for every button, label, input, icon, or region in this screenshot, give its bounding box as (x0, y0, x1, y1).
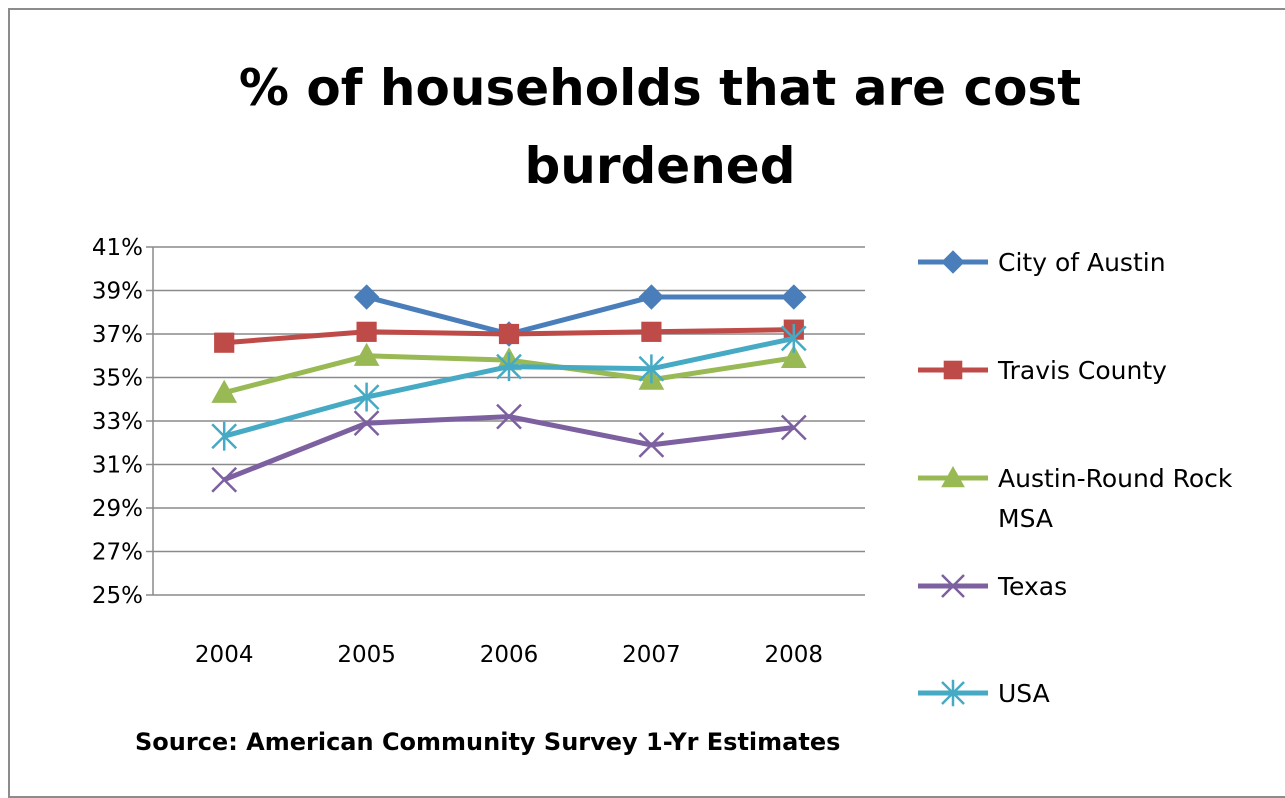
data-point (641, 321, 662, 342)
x-tick-label: 2007 (622, 642, 681, 668)
y-tick-label: 39% (92, 279, 143, 305)
legend-entry: USA (918, 679, 1050, 708)
x-tick-label: 2006 (480, 642, 539, 668)
y-tick-label: 41% (92, 235, 143, 261)
data-point (943, 360, 963, 380)
series-city-of-austin (353, 284, 807, 347)
series-line (365, 294, 794, 337)
legend-entry: Travis County (918, 356, 1167, 385)
data-point (780, 323, 807, 353)
y-tick-label: 35% (92, 366, 143, 392)
data-point (353, 284, 380, 310)
data-point (356, 321, 377, 342)
data-point (211, 379, 238, 403)
data-point (353, 342, 380, 366)
x-axis-tick-labels: 2004 2005 2006 2007 2008 (195, 642, 823, 668)
chart-svg: % of households that are cost burdened 2… (92, 59, 1233, 756)
data-point (353, 382, 380, 412)
data-point (498, 323, 520, 345)
y-tick-label: 37% (92, 322, 143, 348)
chart-title-line-1: % of households that are cost (239, 59, 1081, 117)
chart-title-line-2: burdened (524, 137, 795, 195)
series-line (223, 414, 795, 483)
y-tick-label: 27% (92, 540, 143, 566)
data-point (941, 250, 965, 274)
y-tick-label: 25% (92, 583, 143, 609)
axes (152, 247, 865, 596)
y-tick-label: 33% (92, 409, 143, 435)
data-point (638, 432, 665, 458)
legend-label: City of Austin (998, 248, 1166, 277)
series-lines (211, 284, 807, 493)
data-point (353, 410, 380, 437)
data-point (781, 284, 807, 310)
data-point (941, 465, 965, 488)
series-usa (211, 323, 807, 451)
data-point (211, 421, 238, 451)
data-point (211, 466, 238, 493)
data-point (780, 344, 807, 369)
legend-entry: City of Austin (918, 248, 1166, 277)
legend-label: Texas (997, 572, 1067, 601)
data-point (638, 284, 665, 310)
legend-label: USA (998, 679, 1050, 708)
x-tick-label: 2008 (765, 642, 824, 668)
legend-label: Travis County (997, 356, 1167, 385)
x-tick-label: 2004 (195, 642, 254, 668)
data-point (941, 679, 965, 707)
chart-title: % of households that are cost burdened (239, 59, 1081, 195)
legend-entry: Austin-Round Rock MSA (918, 464, 1233, 533)
x-tick-label: 2005 (337, 642, 396, 668)
source-note: Source: American Community Survey 1-Yr E… (135, 728, 840, 756)
data-point (638, 354, 665, 384)
legend-entry: Texas (918, 572, 1067, 601)
y-axis-tick-labels: 25% 27% 29% 31% 33% 35% 37% 39% 41% (92, 235, 143, 609)
legend-label: MSA (998, 504, 1053, 533)
series-texas (211, 403, 807, 493)
gridlines (146, 246, 865, 596)
data-point (941, 574, 965, 598)
data-point (496, 403, 522, 430)
data-point (214, 332, 235, 353)
data-point (496, 352, 522, 382)
legend-label: Austin-Round Rock (998, 464, 1233, 493)
y-tick-label: 29% (92, 496, 143, 522)
data-point (780, 414, 807, 441)
legend: City of Austin Travis County Austin-Round … (918, 248, 1233, 708)
chart-frame: % of households that are cost burdened 2… (8, 8, 1285, 798)
y-tick-label: 31% (92, 453, 143, 479)
